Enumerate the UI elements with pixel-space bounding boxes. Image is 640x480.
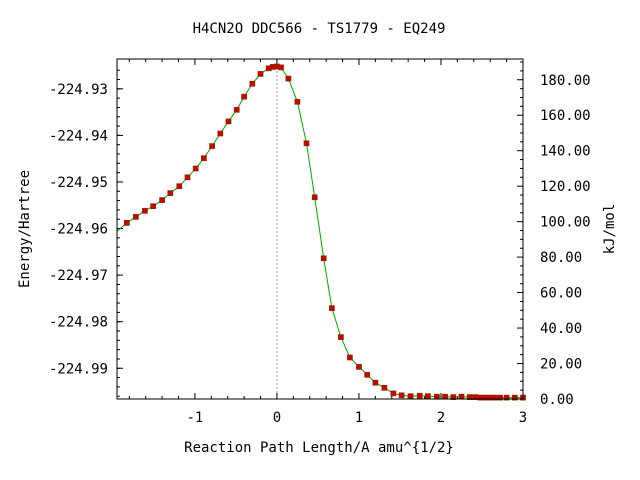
y-axis-label-right: kJ/mol [602,204,618,255]
data-point [176,183,183,190]
data-point [133,214,139,220]
axis-ticks: -1 0 1 2 3 -224.93 -224.94 -224.95 -224.96 -224.9… [49,59,591,426]
y-right-tick-label: 0.00 [540,392,574,408]
data-point [407,393,414,400]
data-point [311,194,318,201]
data-point [497,394,503,401]
y-right-tick-label: 40.00 [540,321,582,337]
y-right-tick-label: 140.00 [540,144,591,160]
data-point [285,75,292,82]
data-point [442,393,448,400]
data-point [398,392,405,399]
y-tick-label: -224.93 [49,82,108,98]
y-axis-label-left: Energy/Hartree [17,170,33,288]
data-point [192,165,199,172]
y-right-tick-label: 60.00 [540,286,582,302]
data-point [249,80,256,87]
data-point [167,190,174,196]
series-layer [116,63,526,401]
data-point [503,394,510,401]
data-point [233,106,240,113]
y-right-tick-label: 160.00 [540,108,591,124]
x-axis-label: Reaction Path Length/A amu^{1/2} [184,440,454,456]
x-tick-label: 3 [519,410,527,426]
data-point [390,390,397,397]
series-line [116,65,523,399]
data-point [257,71,264,77]
y-tick-label: -224.94 [49,128,108,144]
data-point [372,379,379,386]
y-tick-label: -224.95 [49,175,108,191]
chart-title: H4CN2O DDC566 - TS1779 - EQ249 [193,21,446,37]
data-point [416,392,423,399]
data-point [425,393,431,400]
y-right-tick-label: 20.00 [540,357,582,373]
y-right-tick-label: 80.00 [540,250,582,266]
data-point [278,64,284,71]
data-point [458,393,465,400]
data-point [241,93,247,100]
data-point [511,394,518,401]
data-point [123,220,130,226]
data-point [381,384,388,391]
data-point [320,255,327,262]
data-point [434,393,440,400]
data-point [303,140,310,147]
data-point [491,394,498,401]
data-point [347,354,353,361]
data-point [294,98,301,105]
x-tick-label: 1 [355,410,363,426]
data-point [450,394,457,400]
x-tick-label: 0 [273,410,281,426]
y-tick-label: -224.97 [49,268,108,284]
y-tick-label: -224.99 [49,361,108,377]
data-point [201,155,207,162]
y-right-tick-label: 100.00 [540,215,591,231]
data-point [217,130,224,137]
x-tick-label: 2 [437,410,445,426]
plot-frame [116,58,524,400]
y-right-tick-label: 120.00 [540,179,591,195]
data-point [209,143,215,149]
data-point [142,207,148,214]
y-tick-label: -224.98 [49,315,108,331]
x-tick-label: -1 [186,410,203,426]
y-right-tick-label: 180.00 [540,73,591,89]
data-point [338,334,344,340]
data-point [329,305,335,312]
y-tick-label: -224.96 [49,222,108,238]
data-point [150,203,156,210]
data-point [356,364,362,370]
data-point [466,394,473,400]
data-point [184,174,191,181]
data-point [159,197,165,203]
data-point [225,118,232,125]
data-point [364,371,371,378]
